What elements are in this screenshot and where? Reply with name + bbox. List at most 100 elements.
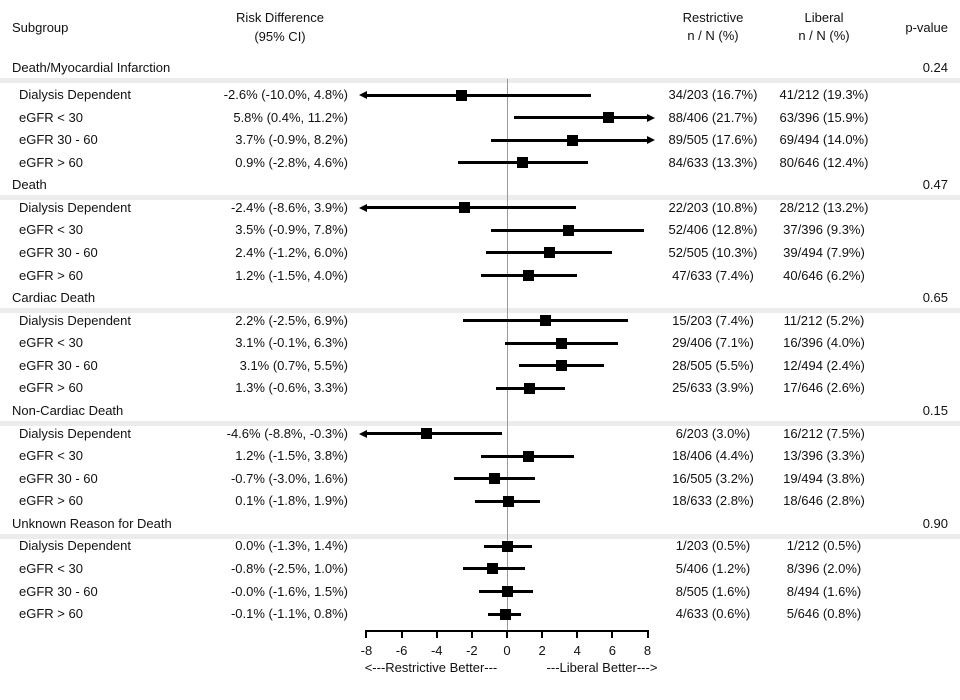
axis-tick [470,630,473,638]
restrictive-count: 52/505 (10.3%) [668,244,758,260]
section-band [0,308,960,314]
axis-tick-label: -6 [395,643,408,658]
risk-difference-text: -4.6% (-8.8%, -0.3%) [226,425,348,441]
risk-difference-text: -0.7% (-3.0%, 1.6%) [230,470,348,486]
restrictive-count: 28/505 (5.5%) [672,357,754,373]
subgroup-label: eGFR > 60 [19,154,83,170]
point-estimate-marker [455,89,467,101]
liberal-count: 16/396 (4.0%) [783,335,865,351]
column-header-subgroup: Subgroup [12,20,69,35]
section-band [0,420,960,426]
liberal-count: 5/646 (0.8%) [786,606,862,622]
section-band [0,533,960,539]
point-estimate-marker [501,586,513,598]
restrictive-count: 5/406 (1.2%) [675,560,751,576]
point-estimate-marker [501,540,513,552]
subgroup-label: eGFR < 30 [19,335,83,351]
restrictive-count: 47/633 (7.4%) [672,267,754,283]
liberal-count: 17/646 (2.6%) [783,380,865,396]
liberal-count: 1/212 (0.5%) [786,538,862,554]
risk-difference-text: 3.1% (-0.1%, 6.3%) [235,335,348,351]
point-estimate-marker [420,428,432,440]
subgroup-label: Dialysis Dependent [19,199,132,215]
liberal-count: 37/396 (9.3%) [783,222,865,238]
subgroup-label: Dialysis Dependent [19,87,132,102]
ci-line [366,432,502,436]
axis-tick-label: 8 [643,643,652,658]
restrictive-count: 89/505 (17.6%) [668,132,758,148]
ci-arrow-right [646,136,655,145]
axis-tick-label: 6 [608,643,617,658]
ci-line [366,206,576,210]
section-p-value: 0.65 [922,290,948,306]
point-estimate-marker [524,382,536,394]
restrictive-count: 22/203 (10.8%) [668,199,758,215]
section-label: Non-Cardiac Death [12,402,124,418]
risk-difference-text: 1.2% (-1.5%, 4.0%) [235,267,348,283]
restrictive-count: 1/203 (0.5%) [675,538,751,554]
risk-difference-text: 0.0% (-1.3%, 1.4%) [235,538,348,554]
section-label: Death [12,177,47,193]
liberal-count: 39/494 (7.9%) [783,244,865,260]
point-estimate-marker [566,134,578,146]
subgroup-label: eGFR < 30 [19,560,83,576]
point-estimate-marker [555,360,567,372]
liberal-count: 28/212 (13.2%) [779,199,869,215]
liberal-count: 8/396 (2.0%) [786,560,862,576]
restrictive-count: 88/406 (21.7%) [668,109,758,125]
axis-tick [541,630,544,638]
restrictive-count: 52/406 (12.8%) [668,222,758,238]
axis-tick [400,630,403,638]
risk-difference-text: 1.3% (-0.6%, 3.3%) [235,380,348,396]
subgroup-label: eGFR 30 - 60 [19,244,98,260]
risk-difference-text: 3.7% (-0.9%, 8.2%) [235,132,348,148]
section-p-value: 0.15 [922,402,948,418]
risk-difference-text: -0.1% (-1.1%, 0.8%) [230,606,348,622]
ci-arrow-left [359,429,368,438]
axis-tick [506,630,508,638]
liberal-count: 13/396 (3.3%) [783,448,865,464]
point-estimate-marker [489,473,501,485]
point-estimate-marker [522,270,534,282]
section-p-value: 0.90 [922,515,948,531]
section-p-value: 0.47 [922,177,948,193]
subgroup-label: eGFR > 60 [19,606,83,622]
subgroup-label: eGFR 30 - 60 [19,470,98,486]
risk-difference-text: 0.1% (-1.8%, 1.9%) [235,493,348,509]
axis-tick [365,630,368,638]
liberal-count: 11/212 (5.2%) [783,312,865,328]
subgroup-label: eGFR > 60 [19,380,83,396]
restrictive-count: 16/505 (3.2%) [672,470,754,486]
ci-line [514,116,648,120]
ci-arrow-left [359,203,368,212]
subgroup-label: eGFR < 30 [19,109,83,125]
liberal-count: 12/494 (2.4%) [783,357,865,373]
risk-difference-text: -0.0% (-1.6%, 1.5%) [230,583,348,599]
direction-label-right: ---Liberal Better---> [546,660,658,675]
liberal-count: 16/212 (7.5%) [783,425,865,441]
risk-difference-text: -2.4% (-8.6%, 3.9%) [230,199,348,215]
subgroup-label: eGFR < 30 [19,222,83,238]
risk-difference-text: 5.8% (0.4%, 11.2%) [233,109,348,125]
point-estimate-marker [603,112,615,124]
subgroup-label: eGFR 30 - 60 [19,357,98,373]
risk-difference-text: 3.1% (0.7%, 5.5%) [239,357,348,373]
point-estimate-marker [543,247,555,259]
ci-line [366,93,592,97]
point-estimate-marker [459,202,471,214]
point-estimate-marker [522,450,534,462]
axis-tick-label: 2 [538,643,546,658]
risk-difference-text: 2.4% (-1.2%, 6.0%) [235,244,348,260]
subgroup-label: Dialysis Dependent [19,538,132,554]
subgroup-label: eGFR > 60 [19,493,83,509]
column-header-risk-difference-line1: Risk Difference [236,10,324,25]
section-p-value: 0.24 [922,60,948,75]
risk-difference-text: 0.9% (-2.8%, 4.6%) [235,154,348,170]
axis-tick [611,630,614,638]
point-estimate-marker [540,315,552,327]
column-header-liberal-line2: n / N (%) [798,28,850,43]
liberal-count: 19/494 (3.8%) [783,470,865,486]
section-label: Death/Myocardial Infarction [12,60,171,75]
liberal-count: 80/646 (12.4%) [779,154,869,170]
